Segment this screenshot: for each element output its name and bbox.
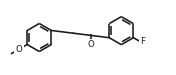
Text: O: O [16,45,22,54]
Text: F: F [140,37,146,46]
Text: O: O [87,40,94,49]
